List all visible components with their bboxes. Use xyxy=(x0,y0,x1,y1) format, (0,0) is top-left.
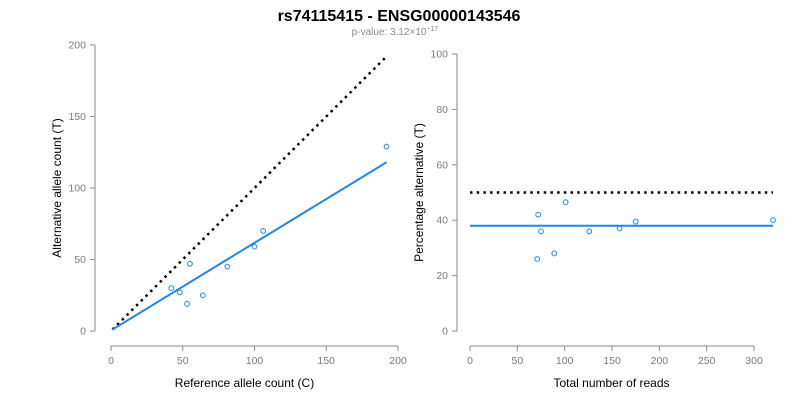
data-point xyxy=(184,300,190,307)
data-point xyxy=(616,225,623,232)
left-panel-allele-counts: 0 50 100 150 200 0 50 100 150 200 Reference allele… xyxy=(50,40,407,391)
data-point xyxy=(251,243,258,250)
x-tick-label: 100 xyxy=(556,355,574,367)
data-point xyxy=(199,292,206,299)
x-tick-label: 50 xyxy=(512,355,524,367)
data-point xyxy=(383,143,390,150)
y-tick-label: 100 xyxy=(430,49,448,61)
y-tick-label: 20 xyxy=(436,270,448,282)
data-point xyxy=(551,250,558,257)
data-point xyxy=(535,211,542,218)
y-tick-label: 100 xyxy=(68,183,86,195)
right-panel-percentage-alternative: 0 50 100 150 200 250 300 0 20 40 60 80 100 Total numb… xyxy=(412,49,776,390)
x-tick-label: 200 xyxy=(389,355,407,367)
data-point xyxy=(260,228,267,234)
data-point xyxy=(632,218,639,225)
data-point xyxy=(562,199,569,206)
x-tick-label: 250 xyxy=(698,355,716,367)
fit-line xyxy=(111,161,388,331)
y-tick-label: 200 xyxy=(68,40,86,52)
p-value-subtitle: p-value: 3.12×10−17 xyxy=(352,26,439,38)
x-tick-label: 0 xyxy=(467,355,473,367)
data-point xyxy=(770,217,776,224)
x-tick-label: 300 xyxy=(745,355,763,367)
data-point xyxy=(586,228,593,235)
x-axis-label: Reference allele count (C) xyxy=(175,376,314,390)
x-tick-label: 0 xyxy=(108,355,114,367)
x-tick-label: 150 xyxy=(317,355,335,367)
data-point xyxy=(224,263,231,270)
reference-line xyxy=(111,55,388,331)
y-tick-label: 150 xyxy=(68,111,86,123)
x-tick-label: 100 xyxy=(246,355,264,367)
x-tick-label: 150 xyxy=(603,355,621,367)
y-tick-label: 40 xyxy=(436,215,448,227)
data-point xyxy=(534,256,541,262)
y-tick-label: 80 xyxy=(436,104,448,116)
data-point xyxy=(168,285,175,292)
x-tick-label: 200 xyxy=(651,355,669,367)
y-axis-label: Percentage alternative (T) xyxy=(412,123,426,262)
y-tick-label: 60 xyxy=(436,159,448,171)
chart-title: rs74115415 - ENSG00000143546 xyxy=(278,8,521,25)
data-point xyxy=(538,228,544,235)
y-axis-label: Alternative allele count (T) xyxy=(50,118,64,257)
data-point xyxy=(187,260,193,267)
y-tick-label: 0 xyxy=(442,326,448,338)
x-axis-label: Total number of reads xyxy=(553,376,669,390)
data-point xyxy=(176,289,183,296)
x-tick-label: 50 xyxy=(177,355,189,367)
y-tick-label: 0 xyxy=(80,326,86,338)
y-tick-label: 50 xyxy=(74,254,86,266)
